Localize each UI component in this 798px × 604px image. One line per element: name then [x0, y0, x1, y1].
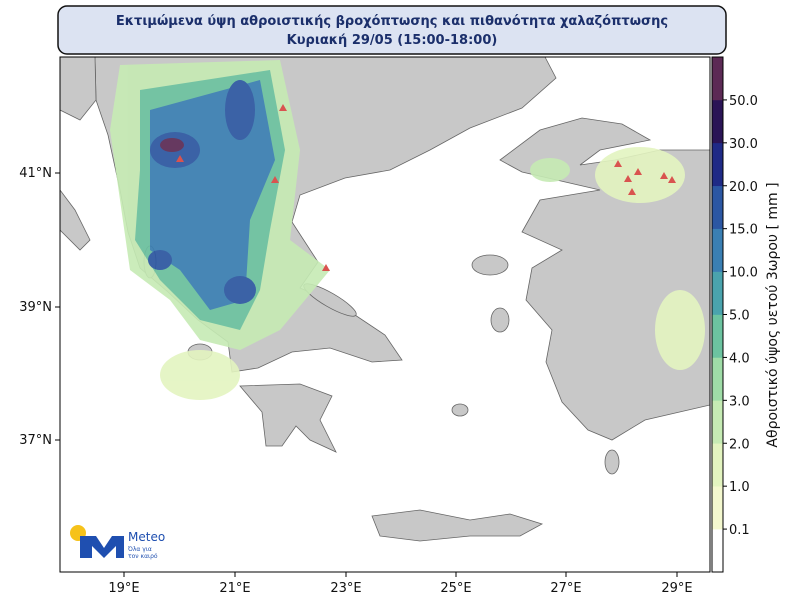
colorbar-segment — [712, 228, 723, 272]
colorbar-label: 20.0 — [729, 180, 758, 195]
title: Εκτιμώμενα ύψη αθροιστικής βροχόπτωσης κ… — [116, 14, 668, 29]
colorbar-segment — [712, 400, 723, 444]
colorbar-segment — [712, 142, 723, 187]
map-frame — [59, 56, 711, 573]
colorbar-segment — [712, 271, 723, 315]
x-tick-label: 25°E — [440, 581, 471, 596]
axes: 19°E 21°E 23°E 25°E 27°E 29°E 41°N 39°N 37°N — [19, 166, 692, 596]
colorbar-segment — [712, 529, 723, 573]
colorbar-segment — [712, 486, 723, 530]
colorbar-label: 2.0 — [729, 437, 750, 452]
colorbar-segment — [712, 185, 723, 229]
colorbar-label: 15.0 — [729, 223, 758, 238]
colorbar-segment — [712, 57, 723, 101]
island — [471, 254, 509, 276]
land — [371, 509, 544, 542]
y-tick-label: 37°N — [19, 433, 52, 448]
colorbar-title: Αθροιστικό ύψος υετού 3ωρου [ mm ] — [765, 182, 781, 447]
colorbar-label: 1.0 — [729, 480, 750, 495]
x-tick-label: 19°E — [108, 581, 139, 596]
logo-tagline: Όλα για — [127, 546, 152, 553]
logo-tagline: τον καιρό — [128, 553, 158, 560]
colorbar-label: 50.0 — [729, 94, 758, 109]
colorbar: 0.1 1.0 2.0 3.0 4.0 5.0 10.0 15.0 20.0 30.0 50.0 — [711, 56, 758, 573]
y-tick-label: 41°N — [19, 166, 52, 181]
colorbar-label: 5.0 — [729, 309, 750, 324]
logo: Meteo Όλα για τον καιρό — [70, 525, 165, 560]
colorbar-segment — [712, 99, 723, 144]
land — [60, 57, 97, 251]
logo-mark — [80, 536, 124, 558]
colorbar-label: 4.0 — [729, 351, 750, 366]
colorbar-segment — [712, 314, 723, 358]
map — [60, 57, 710, 572]
colorbar-label: 3.0 — [729, 394, 750, 409]
hail-markers — [176, 104, 676, 271]
land — [239, 383, 337, 453]
title-box — [57, 5, 727, 55]
colorbar-label: 0.1 — [729, 523, 750, 538]
subtitle: Κυριακή 29/05 (15:00-18:00) — [287, 33, 498, 48]
x-tick-label: 27°E — [550, 581, 581, 596]
x-tick-label: 23°E — [330, 581, 361, 596]
colorbar-label: 30.0 — [729, 137, 758, 152]
island — [604, 449, 620, 475]
colorbar-segment — [712, 443, 723, 487]
colorbar-label: 10.0 — [729, 266, 758, 281]
colorbar-segment — [712, 357, 723, 401]
x-tick-label: 29°E — [661, 581, 692, 596]
island — [451, 403, 469, 417]
island — [490, 307, 510, 333]
logo-name: Meteo — [128, 530, 165, 544]
x-tick-label: 21°E — [219, 581, 250, 596]
y-tick-label: 39°N — [19, 300, 52, 315]
